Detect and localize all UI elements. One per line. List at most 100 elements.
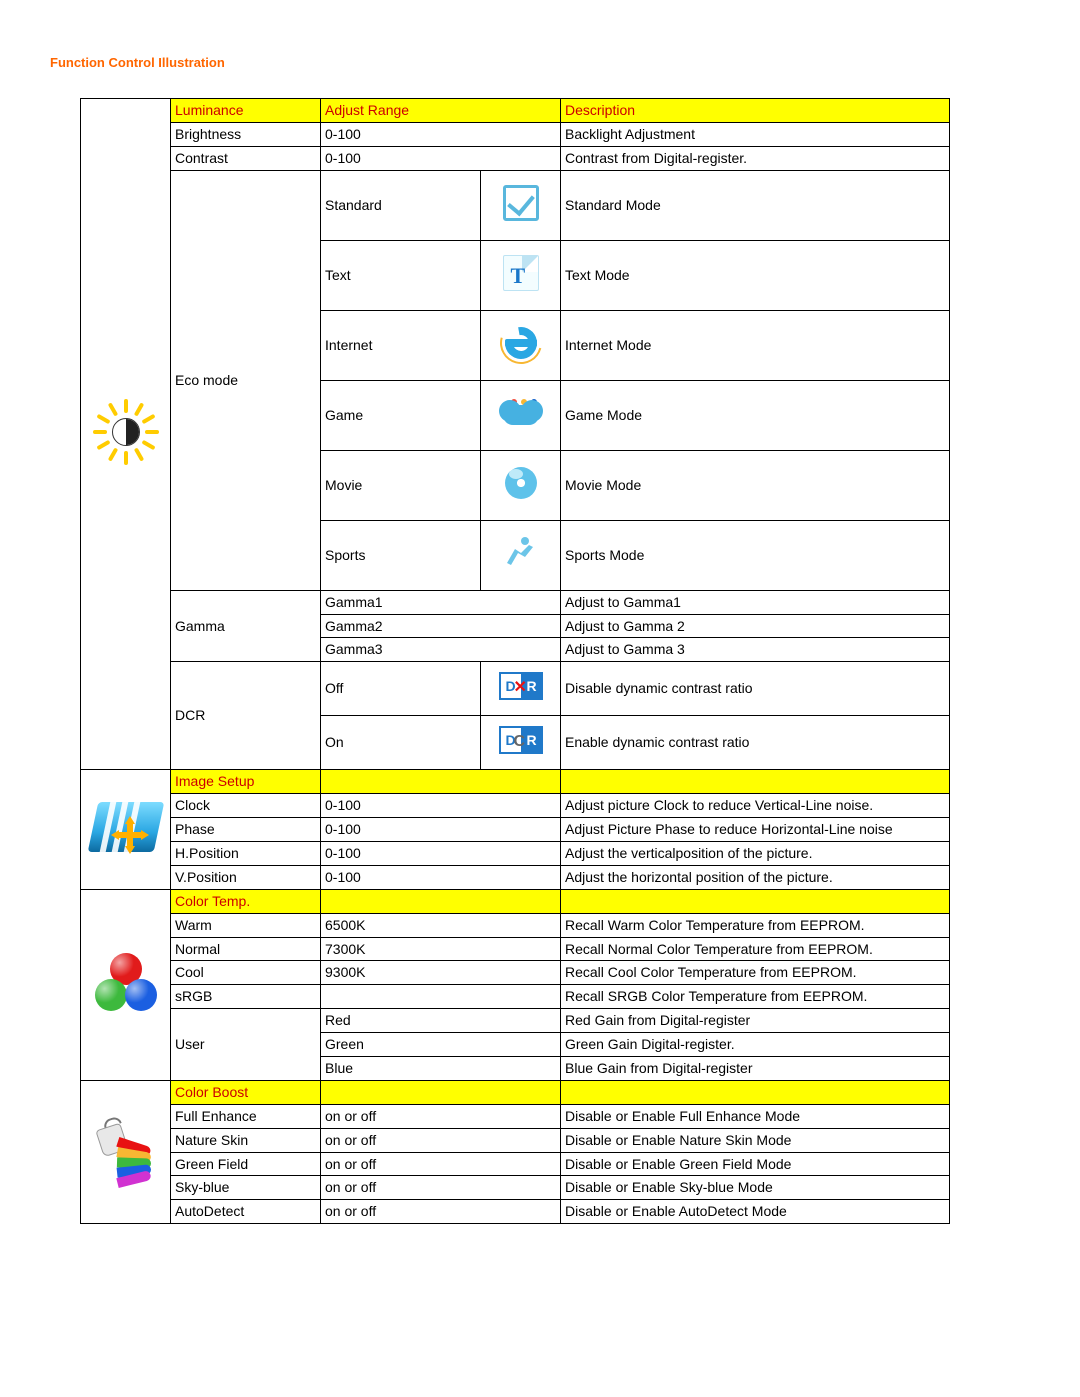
dcr-on-icon-cell: DRC xyxy=(481,716,561,770)
color-temp-icon-cell xyxy=(81,889,171,1080)
green-field-desc: Disable or Enable Green Field Mode xyxy=(561,1152,950,1176)
image-setup-icon xyxy=(93,802,159,852)
image-setup-range-header xyxy=(321,770,561,794)
eco-sports-range: Sports xyxy=(321,520,481,590)
gamma2-desc: Adjust to Gamma 2 xyxy=(561,614,950,638)
image-setup-desc-header xyxy=(561,770,950,794)
clock-func: Clock xyxy=(171,794,321,818)
dcr-on-icon: DRC xyxy=(499,726,543,754)
eco-text-range: Text xyxy=(321,240,481,310)
color-boost-header: Color Boost xyxy=(171,1080,321,1104)
srgb-desc: Recall SRGB Color Temperature from EEPRO… xyxy=(561,985,950,1009)
green-field-func: Green Field xyxy=(171,1152,321,1176)
full-enhance-desc: Disable or Enable Full Enhance Mode xyxy=(561,1104,950,1128)
clock-range: 0-100 xyxy=(321,794,561,818)
color-boost-icon-cell xyxy=(81,1080,171,1223)
eco-text-icon-cell: T xyxy=(481,240,561,310)
clock-desc: Adjust picture Clock to reduce Vertical-… xyxy=(561,794,950,818)
eco-standard-icon-cell xyxy=(481,170,561,240)
vpos-range: 0-100 xyxy=(321,865,561,889)
nature-skin-desc: Disable or Enable Nature Skin Mode xyxy=(561,1128,950,1152)
eco-func: Eco mode xyxy=(171,170,321,590)
hpos-func: H.Position xyxy=(171,842,321,866)
dcr-off-desc: Disable dynamic contrast ratio xyxy=(561,662,950,716)
color-temp-range-header xyxy=(321,889,561,913)
user-green-range: Green xyxy=(321,1033,561,1057)
dcr-on-range: On xyxy=(321,716,481,770)
user-green-desc: Green Gain Digital-register. xyxy=(561,1033,950,1057)
brightness-range: 0-100 xyxy=(321,122,561,146)
color-temp-desc-header xyxy=(561,889,950,913)
internet-icon xyxy=(503,325,539,361)
sports-icon xyxy=(503,535,539,571)
gamma-func: Gamma xyxy=(171,590,321,662)
phase-desc: Adjust Picture Phase to reduce Horizonta… xyxy=(561,818,950,842)
phase-func: Phase xyxy=(171,818,321,842)
brightness-func: Brightness xyxy=(171,122,321,146)
luminance-icon xyxy=(91,397,161,467)
color-boost-icon xyxy=(93,1120,159,1180)
eco-movie-range: Movie xyxy=(321,450,481,520)
nature-skin-func: Nature Skin xyxy=(171,1128,321,1152)
gamma3-desc: Adjust to Gamma 3 xyxy=(561,638,950,662)
normal-range: 7300K xyxy=(321,937,561,961)
warm-func: Warm xyxy=(171,913,321,937)
eco-movie-icon-cell xyxy=(481,450,561,520)
phase-range: 0-100 xyxy=(321,818,561,842)
cool-desc: Recall Cool Color Temperature from EEPRO… xyxy=(561,961,950,985)
image-setup-header: Image Setup xyxy=(171,770,321,794)
autodetect-desc: Disable or Enable AutoDetect Mode xyxy=(561,1200,950,1224)
luminance-header: Luminance xyxy=(171,99,321,123)
srgb-range xyxy=(321,985,561,1009)
image-setup-icon-cell xyxy=(81,770,171,889)
warm-desc: Recall Warm Color Temperature from EEPRO… xyxy=(561,913,950,937)
spec-table: Luminance Adjust Range Description Brigh… xyxy=(80,98,950,1224)
autodetect-func: AutoDetect xyxy=(171,1200,321,1224)
dcr-off-icon: DR✕ xyxy=(499,672,543,700)
contrast-range: 0-100 xyxy=(321,146,561,170)
dcr-off-icon-cell: DR✕ xyxy=(481,662,561,716)
eco-internet-icon-cell xyxy=(481,310,561,380)
eco-internet-desc: Internet Mode xyxy=(561,310,950,380)
brightness-desc: Backlight Adjustment xyxy=(561,122,950,146)
sky-blue-range: on or off xyxy=(321,1176,561,1200)
luminance-icon-cell xyxy=(81,99,171,770)
disc-icon xyxy=(503,465,539,501)
vpos-func: V.Position xyxy=(171,865,321,889)
eco-standard-range: Standard xyxy=(321,170,481,240)
dcr-off-range: Off xyxy=(321,662,481,716)
user-blue-desc: Blue Gain from Digital-register xyxy=(561,1057,950,1081)
autodetect-range: on or off xyxy=(321,1200,561,1224)
column-description-header: Description xyxy=(561,99,950,123)
cool-range: 9300K xyxy=(321,961,561,985)
gamma1-desc: Adjust to Gamma1 xyxy=(561,590,950,614)
hpos-desc: Adjust the verticalposition of the pictu… xyxy=(561,842,950,866)
eco-movie-desc: Movie Mode xyxy=(561,450,950,520)
text-icon: T xyxy=(503,255,539,291)
eco-game-icon-cell xyxy=(481,380,561,450)
warm-range: 6500K xyxy=(321,913,561,937)
gamma1-range: Gamma1 xyxy=(321,590,561,614)
color-boost-desc-header xyxy=(561,1080,950,1104)
green-field-range: on or off xyxy=(321,1152,561,1176)
user-func: User xyxy=(171,1009,321,1081)
sky-blue-func: Sky-blue xyxy=(171,1176,321,1200)
user-blue-range: Blue xyxy=(321,1057,561,1081)
contrast-desc: Contrast from Digital-register. xyxy=(561,146,950,170)
vpos-desc: Adjust the horizontal position of the pi… xyxy=(561,865,950,889)
color-temp-header: Color Temp. xyxy=(171,889,321,913)
gamepad-icon xyxy=(503,395,539,431)
color-temp-icon xyxy=(91,951,161,1013)
check-icon xyxy=(503,185,539,221)
nature-skin-range: on or off xyxy=(321,1128,561,1152)
dcr-func: DCR xyxy=(171,662,321,770)
sky-blue-desc: Disable or Enable Sky-blue Mode xyxy=(561,1176,950,1200)
full-enhance-func: Full Enhance xyxy=(171,1104,321,1128)
user-red-desc: Red Gain from Digital-register xyxy=(561,1009,950,1033)
dcr-on-desc: Enable dynamic contrast ratio xyxy=(561,716,950,770)
eco-internet-range: Internet xyxy=(321,310,481,380)
color-boost-range-header xyxy=(321,1080,561,1104)
normal-desc: Recall Normal Color Temperature from EEP… xyxy=(561,937,950,961)
column-range-header: Adjust Range xyxy=(321,99,561,123)
cool-func: Cool xyxy=(171,961,321,985)
